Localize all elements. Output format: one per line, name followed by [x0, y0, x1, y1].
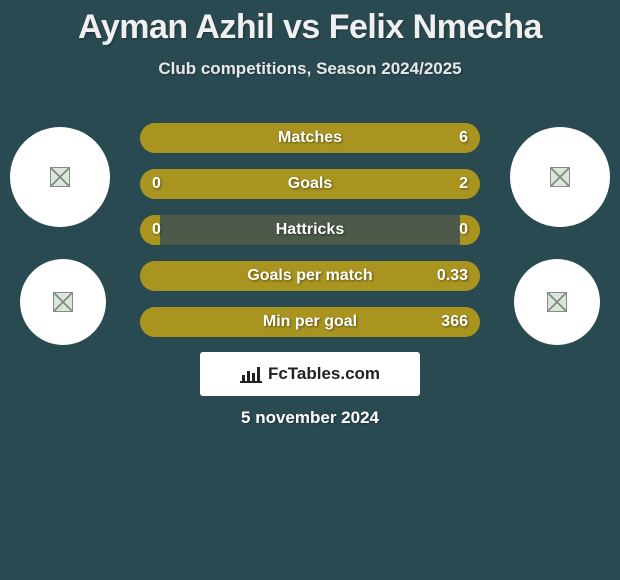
stat-label: Goals per match — [140, 261, 480, 291]
brand-text: FcTables.com — [268, 364, 380, 384]
player-left-avatar — [10, 127, 110, 227]
stat-row: Min per goal366 — [140, 307, 480, 337]
broken-image-icon — [547, 292, 567, 312]
broken-image-icon — [50, 167, 70, 187]
brand-badge: FcTables.com — [200, 352, 420, 396]
stat-value-right: 366 — [441, 307, 468, 337]
stat-value-right: 0 — [459, 215, 468, 245]
club-right-avatar — [514, 259, 600, 345]
stat-label: Goals — [140, 169, 480, 199]
stat-row: Goals0 2 — [140, 169, 480, 199]
stat-row: Matches6 — [140, 123, 480, 153]
stat-row: Goals per match0.33 — [140, 261, 480, 291]
club-left-avatar — [20, 259, 106, 345]
stat-label: Min per goal — [140, 307, 480, 337]
stat-label: Matches — [140, 123, 480, 153]
bar-chart-icon — [240, 365, 262, 383]
stat-label: Hattricks — [140, 215, 480, 245]
stat-value-right: 6 — [459, 123, 468, 153]
stat-value-left: 0 — [152, 169, 161, 199]
stat-value-right: 2 — [459, 169, 468, 199]
stat-row: Hattricks0 0 — [140, 215, 480, 245]
stats-panel: Matches6Goals02Hattricks00Goals per matc… — [140, 123, 480, 353]
stat-value-left: 0 — [152, 215, 161, 245]
broken-image-icon — [550, 167, 570, 187]
stat-value-right: 0.33 — [437, 261, 468, 291]
broken-image-icon — [53, 292, 73, 312]
page-title: Ayman Azhil vs Felix Nmecha — [0, 0, 620, 47]
player-right-avatar — [510, 127, 610, 227]
subtitle: Club competitions, Season 2024/2025 — [0, 59, 620, 79]
date-label: 5 november 2024 — [0, 408, 620, 428]
